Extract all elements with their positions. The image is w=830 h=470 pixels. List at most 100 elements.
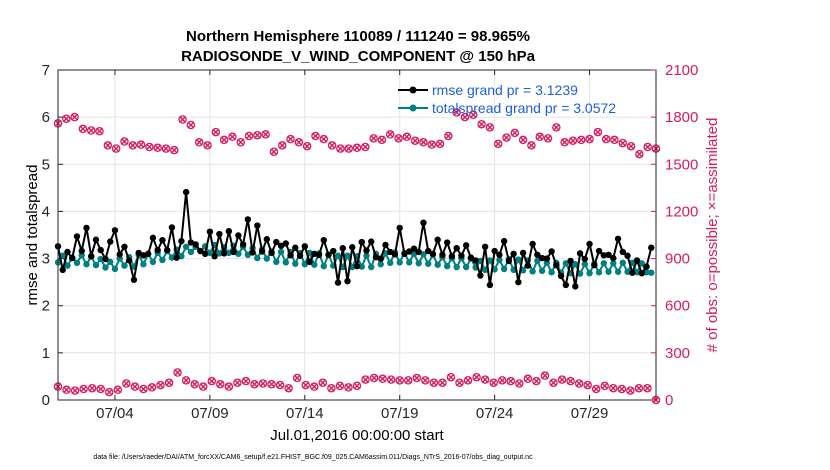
rmse-point [567,257,574,265]
obs-count-series [53,108,661,405]
obs-assimilated-overlay [104,141,112,149]
rmse-point [491,247,498,255]
rmse-point [144,250,152,258]
obs-assimilated-overlay [610,136,618,144]
x-tick-label: 07/29 [571,405,609,422]
rmse-point [334,279,342,286]
obs-assimilated-overlay [311,132,319,140]
rmse-point [406,248,413,255]
totalspread-point [396,259,403,266]
obs-possible-point [139,384,148,394]
obs-assimilated-point [558,376,566,384]
obs-assimilated-overlay [62,115,70,123]
totalspread-point [581,261,589,268]
obs-assimilated-point [447,373,455,381]
obs-assimilated-point [276,381,284,389]
totalspread-point [334,252,342,259]
obs-possible-point [292,373,302,383]
obs-possible-point [460,112,470,122]
obs-possible-point [344,144,353,153]
obs-possible-point [78,124,88,134]
totalspread-point [496,256,503,264]
obs-assimilated-overlay [162,145,170,153]
rmse-point [111,227,119,234]
obs-possible-point [568,136,578,145]
obs-assimilated-overlay [370,134,378,142]
rmse-point [467,254,475,261]
obs-assimilated-point [353,382,361,390]
totalspread-point [387,259,394,267]
rmse-point [358,238,365,246]
obs-possible-point [258,379,268,388]
totalspread-point [415,260,422,267]
x-tick-label: 07/19 [381,405,419,422]
obs-assimilated-overlay [195,138,203,146]
right-y-tick-label: 300 [665,345,690,362]
obs-possible-point [62,385,71,395]
rmse-point [125,257,133,264]
rmse-point [273,238,280,246]
rmse-point [605,251,612,258]
totalspread-point [481,266,489,274]
left-y-axis-label: rmse and totalspread [24,165,41,306]
rmse-point [529,240,536,248]
obs-possible-point [552,123,561,132]
totalspread-point [538,267,546,275]
obs-assimilated-overlay [204,141,211,149]
rmse-point [268,249,275,257]
obs-possible-point [377,135,387,145]
obs-possible-point [103,141,113,150]
rmse-spread-series [54,188,655,290]
obs-assimilated-overlay [170,146,178,154]
rmse-point [78,247,85,255]
obs-possible-point [369,373,379,383]
x-tick-label: 07/24 [476,405,514,422]
totalspread-point [168,254,176,261]
rmse-point [197,247,204,255]
totalspread-point [406,259,413,266]
rmse-point [216,230,223,238]
rmse-point [562,281,570,289]
totalspread-point [500,265,508,273]
rmse-point [524,262,532,269]
left-y-tick-label: 5 [42,156,50,173]
obs-possible-point [207,376,217,386]
legend-spread-marker [409,104,417,112]
rmse-point [178,237,185,245]
totalspread-point [187,248,195,256]
obs-assimilated-point [438,379,446,387]
obs-assimilated-point [575,380,583,387]
obs-assimilated-point [268,380,276,388]
obs-possible-point [446,372,456,382]
obs-possible-point [284,383,293,393]
totalspread-point [92,261,100,269]
obs-assimilated-overlay [179,116,187,123]
obs-possible-point [566,376,575,386]
rmse-point [107,238,114,245]
obs-possible-point [527,141,536,150]
obs-possible-point [87,383,97,393]
obs-possible-point [70,386,80,395]
obs-possible-point [489,378,498,387]
obs-assimilated-point [464,376,472,384]
x-tick-label: 07/09 [191,405,229,422]
obs-assimilated-point [473,373,481,381]
obs-possible-point [164,378,174,387]
obs-possible-point [335,381,345,391]
obs-possible-point [591,384,601,394]
obs-possible-point [626,141,636,151]
rmse-point [643,263,650,270]
plot-area [58,70,656,400]
rmse-point [382,241,389,249]
totalspread-point [548,269,555,276]
rmse-point [292,244,299,251]
rmse-point [410,245,418,252]
rmse-point [572,283,579,290]
rmse-point [330,247,337,255]
rmse-point [391,251,399,258]
obs-possible-point [267,380,276,389]
totalspread-point [107,258,114,266]
obs-assimilated-overlay [120,138,128,145]
obs-assimilated-overlay [453,108,461,116]
obs-assimilated-overlay [602,135,610,143]
